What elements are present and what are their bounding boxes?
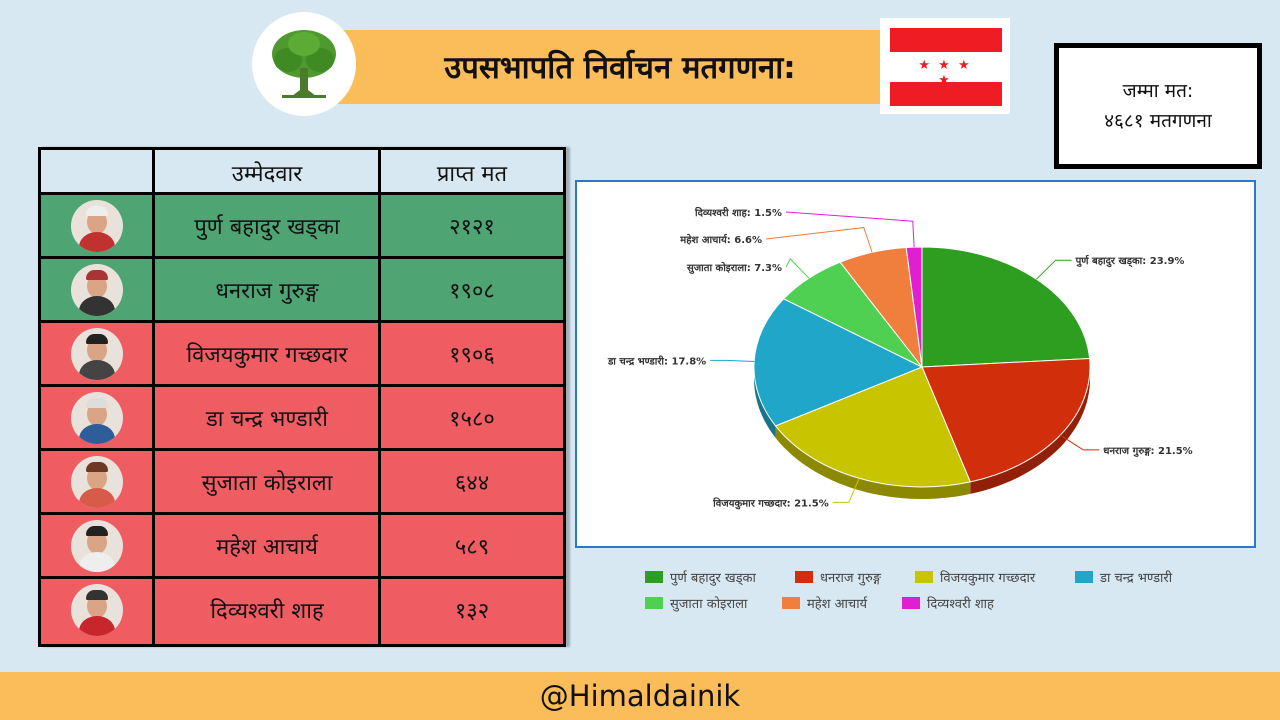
tree-logo	[252, 12, 356, 116]
avatar	[71, 455, 123, 508]
leader-line	[785, 211, 915, 248]
legend-label: दिव्यश्वरी शाह	[927, 597, 994, 612]
results-table: उम्मेदवार प्राप्त मत पुर्ण बहादुर खड्का …	[38, 147, 566, 647]
total-votes-value: ४६८१ मतगणना	[1104, 110, 1212, 132]
legend-label: डा चन्द्र भण्डारी	[1100, 571, 1173, 586]
stars-icon: ★ ★ ★ ★	[918, 58, 972, 88]
slice-label: विजयकुमार गच्छदार: 21.5%	[712, 496, 829, 509]
table-header: उम्मेदवार प्राप्त मत	[41, 150, 563, 195]
candidate-votes: १९०६	[449, 342, 495, 368]
header-candidate: उम्मेदवार	[231, 161, 303, 187]
pie-slice-side	[775, 425, 971, 499]
avatar	[71, 199, 123, 252]
footer-banner: @Himaldainik	[0, 672, 1280, 720]
candidate-votes: १३२	[454, 598, 490, 624]
pie-slice	[921, 246, 1091, 368]
avatar	[71, 519, 123, 572]
header-votes: प्राप्त मत	[436, 161, 508, 187]
avatar	[71, 583, 123, 636]
table-row: धनराज गुरुङ्ग १९०८	[41, 259, 563, 323]
leader-line	[1036, 259, 1072, 280]
legend-swatch	[915, 571, 933, 583]
candidate-votes: १५८०	[449, 406, 495, 432]
total-votes-label: जम्मा मत:	[1122, 80, 1194, 102]
candidate-votes: १९०८	[449, 278, 495, 304]
legend-swatch	[795, 571, 813, 583]
legend-swatch	[645, 597, 663, 609]
slice-label: सुजाता कोइराला: 7.3%	[686, 261, 782, 274]
tree-icon	[272, 30, 336, 98]
legend-label: धनराज गुरुङ्ग	[820, 571, 881, 586]
leader-line	[710, 359, 755, 362]
pie-slice	[905, 246, 923, 368]
slice-label: दिव्यश्वरी शाह: 1.5%	[694, 206, 782, 219]
pie-slice	[774, 366, 971, 488]
candidate-name: महेश आचार्य	[216, 534, 318, 560]
leader-line	[785, 258, 810, 279]
legend-label: महेश आचार्य	[807, 597, 868, 612]
avatar	[71, 263, 123, 316]
legend-item: दिव्यश्वरी शाह	[902, 594, 994, 612]
legend-item: महेश आचार्य	[782, 594, 867, 612]
pie-slice-side	[970, 358, 1090, 494]
footer-handle: @Himaldainik	[539, 679, 741, 713]
legend-item: पुर्ण बहादुर खड्का	[645, 568, 756, 586]
table-row: सुजाता कोइराला ६४४	[41, 451, 563, 515]
legend-swatch	[645, 571, 663, 583]
table-row: महेश आचार्य ५८९	[41, 515, 563, 579]
leader-line	[832, 478, 860, 503]
pie-chart-svg: पुर्ण बहादुर खड्का: 23.9% धनराज गुरुङ्ग: …	[607, 206, 1193, 509]
pie-slice	[921, 357, 1091, 483]
table-row: डा चन्द्र भण्डारी १५८०	[41, 387, 563, 451]
party-flag: ★ ★ ★ ★	[880, 18, 1010, 114]
legend-swatch	[782, 597, 800, 609]
legend-item: धनराज गुरुङ्ग	[795, 568, 881, 586]
candidate-votes: ६४४	[454, 470, 490, 496]
table-row: पुर्ण बहादुर खड्का २१२१	[41, 195, 563, 259]
candidate-name: दिव्यश्वरी शाह	[210, 598, 324, 624]
candidate-name: धनराज गुरुङ्ग	[215, 278, 319, 304]
column-divider	[152, 150, 155, 644]
legend-item: डा चन्द्र भण्डारी	[1075, 568, 1172, 586]
title-banner: उपसभापति निर्वाचन मतगणना:	[300, 30, 900, 104]
table-row: दिव्यश्वरी शाह १३२	[41, 579, 563, 644]
legend-item: विजयकुमार गच्छदार	[915, 568, 1035, 586]
candidate-name: विजयकुमार गच्छदार	[186, 342, 348, 368]
candidate-name: पुर्ण बहादुर खड्का	[194, 214, 340, 240]
leader-line	[1060, 434, 1100, 451]
candidate-name: डा चन्द्र भण्डारी	[206, 406, 328, 432]
avatar	[71, 391, 123, 444]
avatar	[71, 327, 123, 380]
column-divider	[378, 150, 381, 644]
legend-swatch	[902, 597, 920, 609]
slice-label: धनराज गुरुङ्ग: 21.5%	[1103, 446, 1192, 457]
slice-label: डा चन्द्र भण्डारी: 17.8%	[607, 354, 706, 367]
candidate-name: सुजाता कोइराला	[201, 470, 333, 496]
slice-label: पुर्ण बहादुर खड्का: 23.9%	[1075, 254, 1185, 268]
legend-swatch	[1075, 571, 1093, 583]
candidate-votes: ५८९	[454, 534, 490, 560]
slice-label: महेश आचार्य: 6.6%	[679, 233, 762, 246]
leader-line	[765, 227, 873, 253]
legend-label: सुजाता कोइराला	[670, 597, 748, 612]
pie-chart: पुर्ण बहादुर खड्का: 23.9% धनराज गुरुङ्ग: …	[575, 180, 1256, 548]
legend-label: विजयकुमार गच्छदार	[940, 571, 1036, 586]
candidate-votes: २१२१	[449, 214, 495, 240]
page-title: उपसभापति निर्वाचन मतगणना:	[444, 50, 796, 86]
legend-label: पुर्ण बहादुर खड्का	[670, 571, 756, 586]
legend-item: सुजाता कोइराला	[645, 594, 747, 612]
table-row: विजयकुमार गच्छदार १९०६	[41, 323, 563, 387]
total-votes-box: जम्मा मत: ४६८१ मतगणना	[1054, 43, 1262, 169]
